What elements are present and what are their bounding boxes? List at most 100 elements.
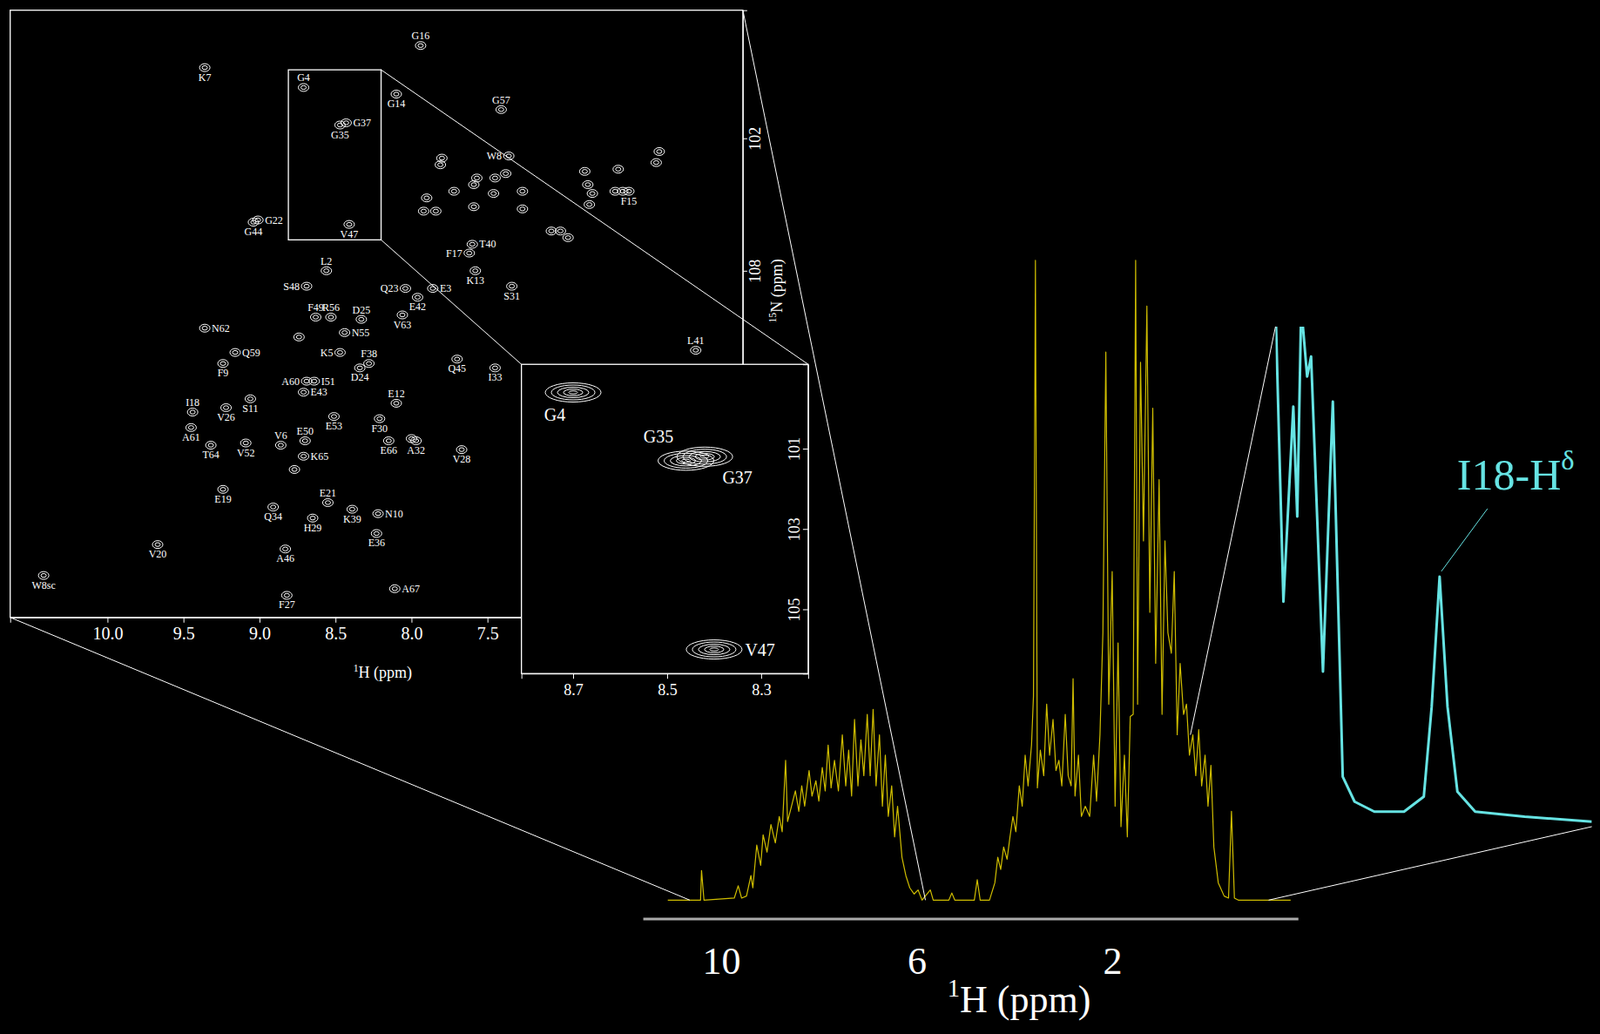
spectrum-trace [1275,326,1592,822]
peak-label: V52 [236,446,256,460]
trace-group [1275,326,1592,822]
peak [468,180,480,189]
peak [587,189,598,198]
peak-label: E53 [325,419,343,433]
peak-label: Q59 [242,346,261,359]
peak [562,233,574,242]
tick: 8.0 [400,617,423,643]
peak-label: V28 [452,452,472,466]
peak [489,174,500,183]
peak-label: K5 [320,346,334,359]
peak [391,398,402,407]
peak-label: E3 [439,282,452,295]
annotation: I18-Hδ [1457,444,1575,500]
peak [545,383,601,403]
tick-label: 101 [785,437,804,461]
tspan-part: H (ppm) [959,978,1091,1021]
peak [299,437,311,446]
peak [435,161,446,169]
peak [298,388,310,397]
peak [399,284,411,293]
peak [500,169,512,178]
peak [650,158,662,167]
axis-line [521,674,809,680]
peak-label: A67 [401,582,420,595]
peak-label: E42 [409,300,426,313]
tick: 7.5 [477,617,500,643]
x-axis: 10 6 2 [643,918,1299,983]
tick-mark [107,617,109,623]
peak-label: V47 [744,640,775,660]
zoom-connector [381,239,522,365]
tick: 103 [785,517,809,541]
peak [293,332,304,341]
peak [517,187,528,196]
zoom-connector [1269,826,1593,900]
peak-label: E43 [310,385,328,399]
trace-group [668,260,1291,901]
tick: 2 [1102,918,1122,983]
peak [199,324,210,332]
tick-mark [335,617,337,623]
tick-mark [761,673,763,679]
peak [275,441,286,450]
peak [321,266,332,275]
tick-mark [667,673,669,679]
tick: 8.5 [324,617,347,643]
figure: K7G16G4G14G57G35G37W8G22G44V47F15T40F17K… [0,0,1600,1034]
peak-label: K13 [465,274,485,287]
peak [309,377,320,385]
peak [310,313,321,322]
peak-label: F15 [621,195,638,208]
tspan-part: N (ppm) [768,258,787,313]
peak [301,282,312,291]
peak-label: A61 [182,431,201,444]
peak [415,41,426,50]
peak-label: F38 [360,347,378,360]
tspan-part: H (ppm) [358,663,413,682]
peak-label: H29 [303,521,323,534]
peak-label: G16 [411,29,431,42]
peak-label: R56 [322,301,340,314]
peak [229,348,241,357]
peak [676,446,733,466]
peak [582,180,594,189]
tick-label: 103 [785,517,804,541]
peak [340,118,352,127]
peak [356,315,367,324]
peak [364,359,375,368]
peak-label: L41 [687,334,704,347]
tick-label: 6 [907,939,927,983]
peaks [545,383,743,660]
spectrum-trace [668,260,1291,901]
tick-mark [259,617,261,623]
peak [405,434,417,443]
hsqc-inset: G4G35G37V478.78.58.3101103105 [521,364,810,699]
peak-label: S48 [283,280,300,293]
tspan-part: 1 [947,974,960,1002]
peak-label: Q23 [380,282,399,295]
peak-label: K39 [343,513,362,526]
tick: 108 [742,259,764,284]
region-connector [10,617,690,901]
tick-mark [487,617,489,623]
peak-label: Q45 [447,362,466,375]
tick-label: 10 [702,939,741,983]
peak-label: G22 [264,214,284,227]
tick-label: 102 [746,127,764,151]
peak [488,189,500,198]
peak-label: V6 [274,429,288,442]
peak-label: E66 [380,444,398,457]
tick: 9.5 [173,617,196,643]
zoom-box [288,69,381,240]
peak [546,227,557,236]
peak-label: I18 [185,396,200,409]
peak [430,207,441,216]
peak-label: G14 [387,97,406,110]
y-axis: 101103105 [785,364,810,675]
peak [389,584,400,593]
tspan-part: δ [1560,444,1574,476]
peak [289,465,300,473]
peak-label: T40 [479,237,496,250]
tick: 8.5 [657,673,678,699]
